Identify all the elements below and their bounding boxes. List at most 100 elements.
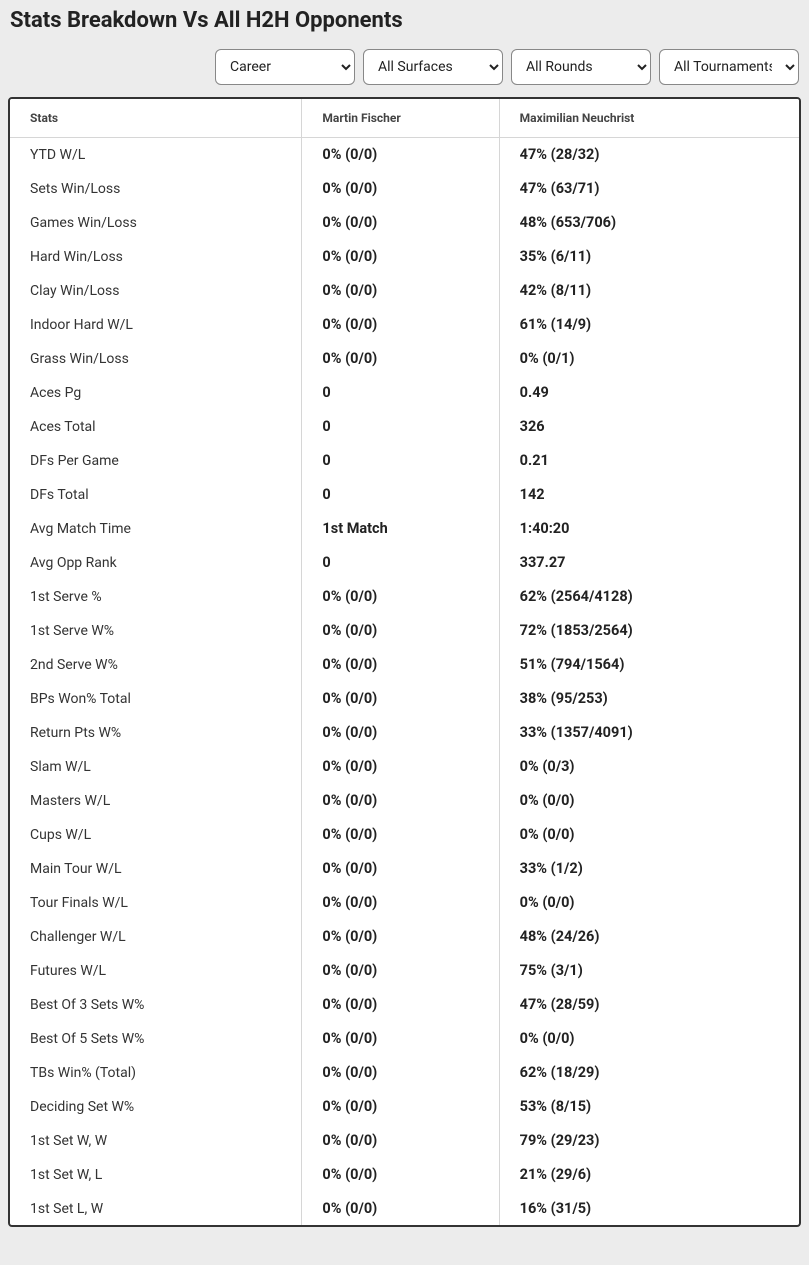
stat-label-cell: Aces Pg <box>10 376 302 410</box>
stat-value-cell: 0% (0/0) <box>302 954 499 988</box>
stat-value-cell: 0% (0/0) <box>302 1192 499 1226</box>
table-row: Avg Opp Rank0337.27 <box>10 546 799 580</box>
stat-value-cell: 0% (0/0) <box>302 988 499 1022</box>
stat-value-cell: 0% (0/0) <box>302 1158 499 1192</box>
stats-table-container: Stats Martin Fischer Maximilian Neuchris… <box>8 97 801 1227</box>
stat-label-cell: Tour Finals W/L <box>10 886 302 920</box>
stat-value-cell: 0% (0/0) <box>302 580 499 614</box>
table-row: Indoor Hard W/L0% (0/0)61% (14/9) <box>10 308 799 342</box>
stat-label-cell: Cups W/L <box>10 818 302 852</box>
stat-value-cell: 0% (0/0) <box>499 886 799 920</box>
stat-value-cell: 142 <box>499 478 799 512</box>
stat-value-cell: 0% (0/0) <box>302 274 499 308</box>
stat-label-cell: DFs Per Game <box>10 444 302 478</box>
table-row: DFs Total0142 <box>10 478 799 512</box>
col-header-player2: Maximilian Neuchrist <box>499 99 799 138</box>
stat-label-cell: Masters W/L <box>10 784 302 818</box>
table-row: Aces Total0326 <box>10 410 799 444</box>
table-row: Return Pts W%0% (0/0)33% (1357/4091) <box>10 716 799 750</box>
stat-value-cell: 0% (0/0) <box>302 1022 499 1056</box>
stat-value-cell: 47% (28/32) <box>499 138 799 172</box>
stat-value-cell: 72% (1853/2564) <box>499 614 799 648</box>
stat-value-cell: 1:40:20 <box>499 512 799 546</box>
table-row: Games Win/Loss0% (0/0)48% (653/706) <box>10 206 799 240</box>
table-row: Futures W/L0% (0/0)75% (3/1) <box>10 954 799 988</box>
stat-value-cell: 75% (3/1) <box>499 954 799 988</box>
stat-label-cell: Sets Win/Loss <box>10 172 302 206</box>
table-row: Grass Win/Loss0% (0/0)0% (0/1) <box>10 342 799 376</box>
stat-value-cell: 0% (0/0) <box>302 342 499 376</box>
stat-value-cell: 47% (28/59) <box>499 988 799 1022</box>
stat-value-cell: 79% (29/23) <box>499 1124 799 1158</box>
stat-value-cell: 0% (0/0) <box>302 818 499 852</box>
table-row: YTD W/L0% (0/0)47% (28/32) <box>10 138 799 172</box>
stat-label-cell: Games Win/Loss <box>10 206 302 240</box>
period-select[interactable]: Career <box>215 49 355 85</box>
stat-label-cell: 1st Set W, W <box>10 1124 302 1158</box>
stat-value-cell: 0% (0/0) <box>499 784 799 818</box>
stat-value-cell: 0% (0/0) <box>302 308 499 342</box>
stat-label-cell: Return Pts W% <box>10 716 302 750</box>
stat-value-cell: 0% (0/0) <box>302 1090 499 1124</box>
table-row: Main Tour W/L0% (0/0)33% (1/2) <box>10 852 799 886</box>
stat-value-cell: 0% (0/0) <box>302 920 499 954</box>
table-row: Avg Match Time1st Match1:40:20 <box>10 512 799 546</box>
surface-select[interactable]: All Surfaces <box>363 49 503 85</box>
stat-label-cell: YTD W/L <box>10 138 302 172</box>
table-row: 1st Set W, L0% (0/0)21% (29/6) <box>10 1158 799 1192</box>
stat-value-cell: 33% (1357/4091) <box>499 716 799 750</box>
stat-value-cell: 0% (0/0) <box>302 138 499 172</box>
stat-value-cell: 51% (794/1564) <box>499 648 799 682</box>
stat-value-cell: 0 <box>302 444 499 478</box>
stat-label-cell: Aces Total <box>10 410 302 444</box>
table-row: Best Of 3 Sets W%0% (0/0)47% (28/59) <box>10 988 799 1022</box>
stat-value-cell: 1st Match <box>302 512 499 546</box>
stat-value-cell: 0% (0/0) <box>302 886 499 920</box>
stat-value-cell: 0% (0/0) <box>302 716 499 750</box>
stat-label-cell: BPs Won% Total <box>10 682 302 716</box>
table-row: TBs Win% (Total)0% (0/0)62% (18/29) <box>10 1056 799 1090</box>
tournament-select[interactable]: All Tournaments <box>659 49 799 85</box>
stat-label-cell: Best Of 5 Sets W% <box>10 1022 302 1056</box>
stat-label-cell: DFs Total <box>10 478 302 512</box>
stat-value-cell: 0 <box>302 546 499 580</box>
stat-label-cell: Deciding Set W% <box>10 1090 302 1124</box>
stat-value-cell: 62% (2564/4128) <box>499 580 799 614</box>
table-row: Masters W/L0% (0/0)0% (0/0) <box>10 784 799 818</box>
stat-value-cell: 47% (63/71) <box>499 172 799 206</box>
stat-value-cell: 0% (0/0) <box>302 750 499 784</box>
stat-value-cell: 35% (6/11) <box>499 240 799 274</box>
table-row: 1st Set L, W0% (0/0)16% (31/5) <box>10 1192 799 1226</box>
stat-value-cell: 53% (8/15) <box>499 1090 799 1124</box>
stat-value-cell: 326 <box>499 410 799 444</box>
stat-value-cell: 0% (0/0) <box>302 852 499 886</box>
table-row: Cups W/L0% (0/0)0% (0/0) <box>10 818 799 852</box>
table-row: 1st Serve %0% (0/0)62% (2564/4128) <box>10 580 799 614</box>
stat-label-cell: Futures W/L <box>10 954 302 988</box>
stat-value-cell: 48% (24/26) <box>499 920 799 954</box>
table-row: BPs Won% Total0% (0/0)38% (95/253) <box>10 682 799 716</box>
stat-label-cell: Main Tour W/L <box>10 852 302 886</box>
stat-value-cell: 0% (0/1) <box>499 342 799 376</box>
filter-bar: Career All Surfaces All Rounds All Tourn… <box>8 49 801 85</box>
table-row: Aces Pg00.49 <box>10 376 799 410</box>
table-row: 2nd Serve W%0% (0/0)51% (794/1564) <box>10 648 799 682</box>
stat-value-cell: 0% (0/0) <box>499 818 799 852</box>
table-row: Tour Finals W/L0% (0/0)0% (0/0) <box>10 886 799 920</box>
stat-value-cell: 0% (0/0) <box>302 784 499 818</box>
stat-value-cell: 0.21 <box>499 444 799 478</box>
stat-value-cell: 0% (0/0) <box>499 1022 799 1056</box>
stat-label-cell: Slam W/L <box>10 750 302 784</box>
stat-value-cell: 16% (31/5) <box>499 1192 799 1226</box>
stat-value-cell: 0% (0/0) <box>302 1056 499 1090</box>
stat-value-cell: 62% (18/29) <box>499 1056 799 1090</box>
table-header-row: Stats Martin Fischer Maximilian Neuchris… <box>10 99 799 138</box>
stat-label-cell: Grass Win/Loss <box>10 342 302 376</box>
table-row: Hard Win/Loss0% (0/0)35% (6/11) <box>10 240 799 274</box>
stat-value-cell: 0 <box>302 376 499 410</box>
stat-value-cell: 0% (0/3) <box>499 750 799 784</box>
stat-label-cell: 1st Serve W% <box>10 614 302 648</box>
stat-value-cell: 0% (0/0) <box>302 682 499 716</box>
table-row: Clay Win/Loss0% (0/0)42% (8/11) <box>10 274 799 308</box>
round-select[interactable]: All Rounds <box>511 49 651 85</box>
